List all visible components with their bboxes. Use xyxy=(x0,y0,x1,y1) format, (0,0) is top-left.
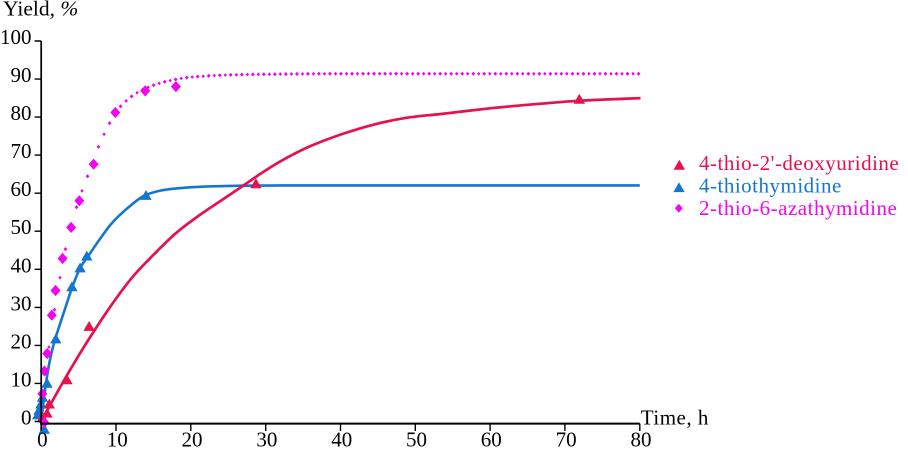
svg-text:40: 40 xyxy=(11,253,32,277)
svg-text:20: 20 xyxy=(182,428,203,450)
svg-text:10: 10 xyxy=(11,367,32,391)
svg-text:80: 80 xyxy=(11,101,32,125)
svg-text:80: 80 xyxy=(631,428,652,450)
svg-text:10: 10 xyxy=(107,428,128,450)
svg-text:60: 60 xyxy=(11,177,32,201)
svg-text:60: 60 xyxy=(481,428,502,450)
svg-text:30: 30 xyxy=(11,291,32,315)
svg-text:70: 70 xyxy=(11,139,32,163)
svg-text:0: 0 xyxy=(37,428,48,450)
svg-text:40: 40 xyxy=(331,428,352,450)
svg-text:20: 20 xyxy=(11,329,32,353)
svg-text:30: 30 xyxy=(256,428,277,450)
svg-text:Yield, %: Yield, % xyxy=(3,0,78,21)
svg-text:0: 0 xyxy=(21,406,32,430)
svg-text:100: 100 xyxy=(0,25,32,49)
svg-text:90: 90 xyxy=(11,63,32,87)
svg-text:50: 50 xyxy=(11,215,32,239)
svg-text:4-thio-2'-deoxyuridine: 4-thio-2'-deoxyuridine xyxy=(699,151,899,175)
svg-text:2-thio-6-azathymidine: 2-thio-6-azathymidine xyxy=(699,196,897,220)
svg-text:70: 70 xyxy=(556,428,577,450)
svg-text:50: 50 xyxy=(406,428,427,450)
svg-text:4-thiothymidine: 4-thiothymidine xyxy=(699,173,842,197)
svg-text:Time, h: Time, h xyxy=(641,405,709,429)
